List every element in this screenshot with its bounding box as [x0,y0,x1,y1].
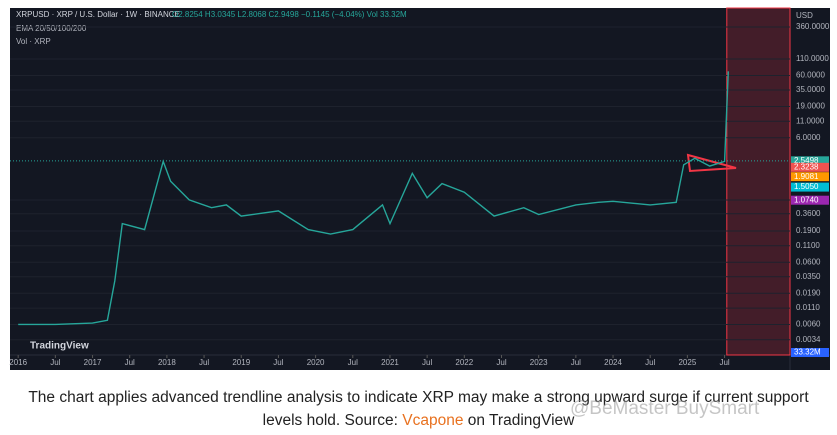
indicators: EMA 20/50/100/200 [16,24,87,33]
y-tick-label: 0.0110 [796,303,820,312]
watermark: @BeMaster BuySmart [570,398,760,419]
brand: TradingView [30,341,89,352]
ohlc: O2.8254 H3.0345 L2.8068 C2.9498 −0.1145 … [172,10,407,19]
y-tick-label: 0.0060 [796,320,821,329]
y-tick-label: 110.0000 [796,54,829,63]
y-tick-label: 35.0000 [796,85,825,94]
x-tick-label: 2025 [678,358,696,367]
x-tick-label: 2017 [84,358,102,367]
x-tick-label: 2016 [9,358,27,367]
price-tag-label: 1.9081 [794,172,819,181]
triangle-pattern [686,153,737,173]
shaded-zone [726,7,791,356]
y-tick-label: 0.3600 [796,209,821,218]
axis-unit: USD [796,11,813,20]
volume-tag [791,348,829,357]
volume-tag-label: 33.32M [794,348,821,357]
caption-text: The chart applies advanced trendline ana… [28,389,809,429]
x-tick-label: 2018 [158,358,176,367]
y-tick-label: 0.0350 [796,272,821,281]
y-tick-label: 19.0000 [796,102,825,111]
x-tick-label: Jul [348,358,358,367]
price-tag-label: 2.3238 [794,162,819,171]
x-tick-label: Jul [125,358,135,367]
price-tag [791,182,829,192]
y-tick-label: 60.0000 [796,71,825,80]
chart: XRPUSD · XRP / U.S. Dollar · 1W · BINANC… [9,7,830,370]
y-tick-label: 0.1900 [796,226,821,235]
price-line [18,71,729,326]
y-tick-label: 0.1100 [796,241,820,250]
caption-suffix: on TradingView [463,412,575,429]
price-tag [791,195,829,205]
price-tag [791,162,829,172]
x-tick-label: Jul [496,358,506,367]
x-tick-label: Jul [50,358,60,367]
x-tick-label: 2023 [530,358,548,367]
y-tick-label: 6.0000 [796,133,821,142]
y-tick-label: 0.0034 [796,335,821,344]
source-link[interactable]: Vcapone [402,412,464,429]
y-tick-label: 360.0000 [796,22,830,31]
chart-bg [10,8,830,370]
y-tick-label: 0.0600 [796,257,821,266]
x-tick-label: 2020 [307,358,325,367]
x-tick-label: 2022 [455,358,473,367]
price-tag [791,156,829,166]
x-tick-label: Jul [199,358,209,367]
price-tag-label: 1.0740 [794,195,819,204]
x-tick-label: Jul [273,358,283,367]
x-tick-label: Jul [422,358,432,367]
volume-legend: Vol · XRP [16,37,51,46]
x-tick-label: 2019 [232,358,250,367]
price-tag-label: 2.5498 [794,156,819,165]
caption: The chart applies advanced trendline ana… [20,386,817,432]
symbol: XRPUSD · XRP / U.S. Dollar · 1W · BINANC… [16,10,180,19]
x-tick-label: Jul [571,358,581,367]
x-tick-label: 2024 [604,358,622,367]
x-tick-label: 2021 [381,358,399,367]
y-tick-label: 0.0190 [796,288,821,297]
x-tick-label: Jul [645,358,655,367]
x-tick-label: Jul [719,358,729,367]
price-tag [791,172,829,182]
price-tag-label: 1.5050 [794,182,819,191]
y-tick-label: 11.0000 [796,116,825,125]
